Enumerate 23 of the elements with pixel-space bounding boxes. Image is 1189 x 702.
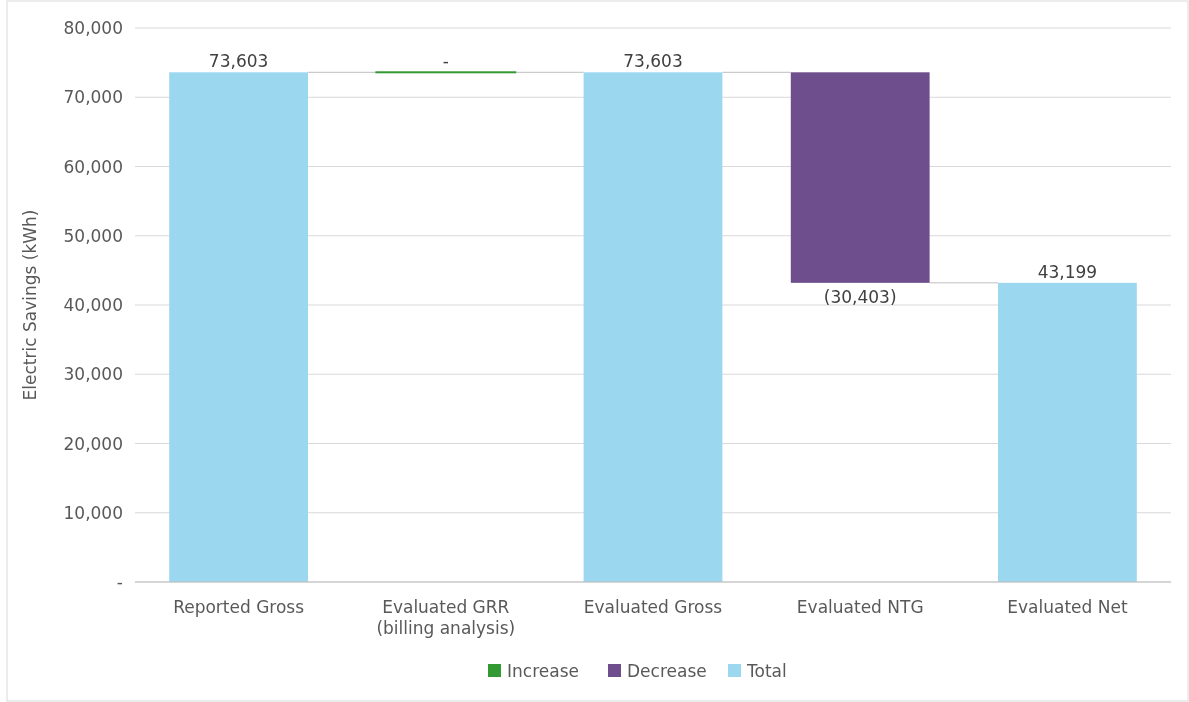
y-tick-label: 20,000 xyxy=(63,433,123,454)
legend-label: Total xyxy=(746,661,787,681)
legend-label: Increase xyxy=(507,661,579,681)
y-tick-label: 80,000 xyxy=(63,18,123,38)
y-axis-title: Electric Savings (kWh) xyxy=(20,209,40,401)
y-tick-label: 30,000 xyxy=(63,364,123,385)
data-label: - xyxy=(442,51,449,72)
x-tick-label: Evaluated GRR (billing analysis) xyxy=(376,597,516,638)
data-label: (30,403) xyxy=(823,286,897,307)
y-tick-label: 70,000 xyxy=(63,87,123,108)
legend-label: Decrease xyxy=(627,661,707,681)
x-tick-label: Evaluated Net xyxy=(1007,597,1128,617)
data-label: 73,603 xyxy=(623,51,683,72)
y-tick-label: 50,000 xyxy=(63,225,123,246)
y-tick-label: 10,000 xyxy=(63,502,123,523)
data-label: 73,603 xyxy=(208,51,269,72)
x-tick-label: Evaluated NTG xyxy=(796,597,924,617)
data-label: 43,199 xyxy=(1037,261,1098,282)
x-tick-label: Reported Gross xyxy=(173,597,305,617)
y-tick-label: 60,000 xyxy=(63,156,123,177)
x-tick-label: Evaluated Gross xyxy=(583,597,723,617)
y-tick-label: - xyxy=(116,572,123,592)
y-tick-label: 40,000 xyxy=(63,295,123,315)
